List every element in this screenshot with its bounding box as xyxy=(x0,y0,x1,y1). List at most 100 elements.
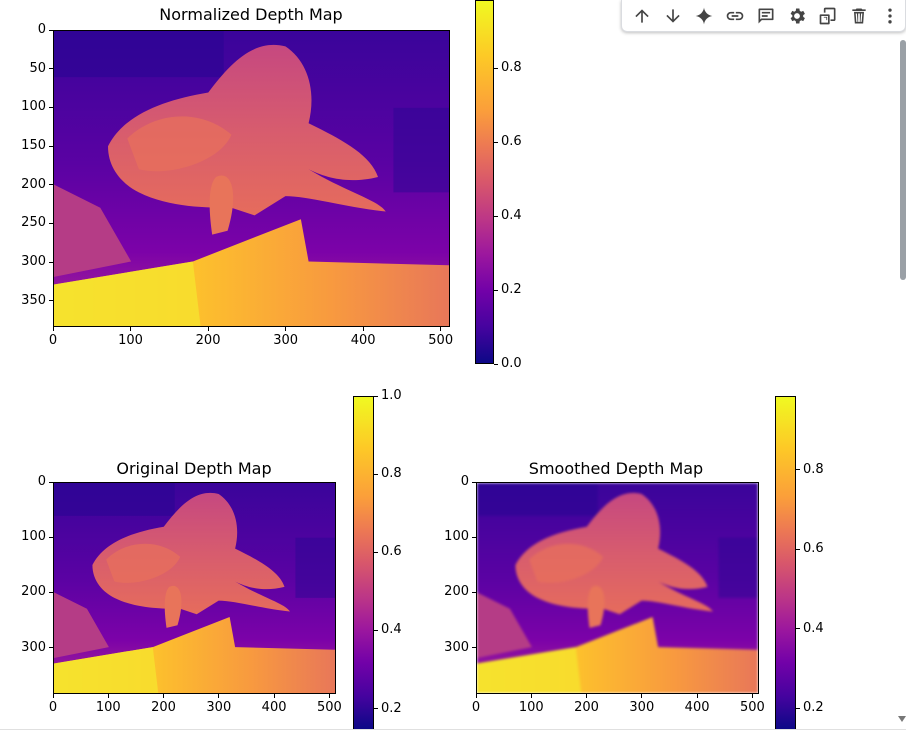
y-tick-label: 200 xyxy=(444,584,469,600)
plot-title: Original Depth Map xyxy=(116,459,272,478)
x-tick-mark xyxy=(130,327,132,331)
link-icon xyxy=(726,11,743,20)
y-tick-label: 200 xyxy=(21,584,46,600)
x-tick-label: 0 xyxy=(48,333,58,348)
x-tick-mark xyxy=(163,694,165,698)
comment-button[interactable] xyxy=(750,1,781,31)
more-vert-icon xyxy=(887,8,892,23)
move-up-button[interactable] xyxy=(626,1,657,31)
y-tick-mark xyxy=(49,300,53,302)
colorbar-tick-mark xyxy=(796,707,800,709)
colorbar-tick-mark xyxy=(494,67,498,69)
colorbar-tick-label: 0.4 xyxy=(803,620,824,636)
colorbar-tick-label: 1.0 xyxy=(381,388,402,403)
y-tick-label: 0 xyxy=(460,474,469,489)
x-tick-label: 500 xyxy=(316,700,342,715)
x-tick-mark xyxy=(218,694,220,698)
y-tick-mark xyxy=(49,481,53,483)
colorbar xyxy=(775,396,796,730)
depth-image xyxy=(53,482,336,694)
plot-title: Normalized Depth Map xyxy=(159,5,343,24)
x-tick-label: 0 xyxy=(48,700,58,715)
y-tick-label: 50 xyxy=(29,60,46,76)
gear-icon xyxy=(790,8,805,23)
y-tick-label: 300 xyxy=(21,639,46,655)
x-tick-label: 200 xyxy=(574,700,599,715)
y-tick-mark xyxy=(49,184,53,186)
comment-icon xyxy=(758,8,773,23)
cell-toolbar xyxy=(621,0,906,32)
x-tick-mark xyxy=(751,694,753,698)
depth-image xyxy=(53,30,450,327)
y-tick-label: 150 xyxy=(21,138,46,154)
x-tick-label: 100 xyxy=(518,700,544,715)
y-tick-label: 300 xyxy=(21,254,46,270)
colorbar-tick-mark xyxy=(494,141,498,143)
ai-sparkle-button[interactable] xyxy=(688,1,719,31)
colorbar-tick-mark xyxy=(494,289,498,291)
colorbar-tick-label: 0.6 xyxy=(501,134,522,150)
colorbar-tick-label: 0.6 xyxy=(381,544,402,560)
colorbar-tick-label: 0.8 xyxy=(501,60,522,76)
colorbar-tick-mark xyxy=(494,215,498,217)
y-tick-mark xyxy=(472,591,476,593)
colorbar-tick-mark xyxy=(374,629,378,631)
y-tick-label: 0 xyxy=(37,474,46,489)
x-tick-mark xyxy=(586,694,588,698)
delete-button[interactable] xyxy=(843,1,874,31)
x-tick-mark xyxy=(273,694,275,698)
y-tick-label: 200 xyxy=(21,176,46,192)
y-tick-mark xyxy=(472,481,476,483)
y-tick-label: 350 xyxy=(21,292,46,308)
colorbar-tick-label: 0.2 xyxy=(501,282,522,298)
x-tick-mark xyxy=(696,694,698,698)
colorbar-tick-mark xyxy=(796,628,800,630)
y-tick-label: 100 xyxy=(444,529,469,545)
x-tick-label: 300 xyxy=(206,700,232,715)
y-tick-label: 100 xyxy=(21,99,46,115)
y-tick-label: 250 xyxy=(21,215,46,231)
colorbar-tick-mark xyxy=(796,469,800,471)
arrow-down-icon xyxy=(665,8,680,23)
link-button[interactable] xyxy=(719,1,750,31)
x-tick-mark xyxy=(285,327,287,331)
settings-button[interactable] xyxy=(781,1,812,31)
move-down-button[interactable] xyxy=(657,1,688,31)
y-tick-label: 100 xyxy=(21,529,46,545)
original-depth-figure: Original Depth Map 0 100 200 300 400 500 0 100 2… xyxy=(0,380,420,730)
y-tick-label: 300 xyxy=(444,639,469,655)
x-tick-label: 200 xyxy=(151,700,176,715)
colorbar-tick-label: 0.2 xyxy=(803,700,824,716)
more-button[interactable] xyxy=(874,1,905,31)
y-tick-mark xyxy=(49,536,53,538)
x-tick-mark xyxy=(207,327,209,331)
x-tick-label: 100 xyxy=(118,333,143,348)
x-tick-label: 500 xyxy=(739,700,765,715)
x-tick-label: 400 xyxy=(684,700,710,715)
normalized-depth-figure: Normalized Depth Map 0 100 200 300 400 500 0 50… xyxy=(21,0,522,371)
colorbar-tick-label: 0.4 xyxy=(501,208,522,224)
colorbar-tick-mark xyxy=(374,708,378,709)
x-tick-mark xyxy=(52,327,54,331)
colorbar-tick-mark xyxy=(494,363,498,365)
x-tick-mark xyxy=(52,694,54,698)
y-tick-mark xyxy=(49,106,53,108)
mirror-cell-button[interactable] xyxy=(812,1,843,31)
plot-title: Smoothed Depth Map xyxy=(528,459,704,478)
x-tick-mark xyxy=(641,694,643,698)
colorbar xyxy=(475,0,494,364)
colorbar-tick-label: 0.4 xyxy=(381,622,402,638)
x-tick-mark xyxy=(362,327,364,331)
x-tick-label: 200 xyxy=(195,333,221,348)
x-tick-label: 300 xyxy=(273,333,299,348)
scrollbar-thumb[interactable] xyxy=(900,40,906,280)
colorbar-tick-mark xyxy=(796,548,800,550)
colorbar-tick-label: 0.8 xyxy=(381,466,402,482)
colorbar-tick-mark xyxy=(374,473,378,475)
x-tick-label: 500 xyxy=(428,333,454,348)
scroll-down-icon[interactable] xyxy=(898,716,906,722)
x-tick-label: 300 xyxy=(629,700,655,715)
arrow-up-icon xyxy=(634,8,649,23)
smoothed-depth-figure: Smoothed Depth Map 0 100 200 300 400 500 0 100 2… xyxy=(420,380,840,730)
y-tick-mark xyxy=(472,647,476,649)
